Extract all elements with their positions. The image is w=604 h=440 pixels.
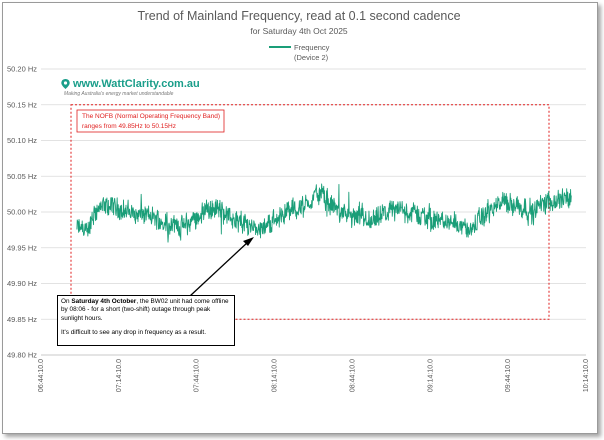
- y-tick-label: 49.80 Hz: [7, 351, 37, 360]
- x-axis: 06:44:10.0 07:14:10.0 07:44:10.0 08:14:10.0…: [38, 359, 590, 392]
- annotation-box: On Saturday 4th October, the BW02 unit h…: [57, 295, 235, 346]
- x-tick-label: 08:44:10.0: [349, 359, 356, 392]
- chart-title: Trend of Mainland Frequency, read at 0.1…: [137, 9, 460, 23]
- legend-label-device: (Device 2): [294, 53, 329, 62]
- y-tick-label: 50.20 Hz: [7, 65, 37, 74]
- annotation-bold-date: Saturday 4th October: [71, 298, 137, 305]
- y-tick-label: 49.95 Hz: [7, 243, 37, 252]
- x-tick-label: 10:14:10.0: [583, 359, 590, 392]
- logo-tagline: Making Australia's energy market underst…: [64, 91, 174, 97]
- x-tick-label: 09:14:10.0: [427, 359, 434, 392]
- band-note-line2: ranges from 49.85Hz to 50.15Hz: [82, 123, 176, 130]
- annotation-paragraph-2: It's difficult to see any drop in freque…: [61, 329, 206, 337]
- logo-text: www.WattClarity.com.au: [73, 78, 200, 90]
- band-note-box: [76, 109, 225, 133]
- y-tick-label: 50.00 Hz: [7, 208, 37, 217]
- chart-subtitle: for Saturday 4th Oct 2025: [250, 26, 348, 36]
- frequency-line: [76, 183, 572, 243]
- x-tick-label: 09:44:10.0: [505, 359, 512, 392]
- nofb-band-rect: [70, 104, 550, 320]
- x-tick-label: 06:44:10.0: [38, 359, 45, 392]
- legend: Frequency (Device 2): [269, 43, 330, 62]
- y-tick-label: 49.90 Hz: [7, 279, 37, 288]
- location-pin-icon: [61, 79, 70, 89]
- x-tick-label: 07:44:10.0: [194, 359, 201, 392]
- legend-label: Frequency: [294, 43, 330, 52]
- chart-frame: [2, 2, 598, 434]
- band-note-line1: The NOFB (Normal Operating Frequency Ban…: [82, 113, 220, 120]
- annotation-arrow: [189, 237, 254, 297]
- nofb-band: [70, 104, 550, 320]
- x-tick-label: 07:14:10.0: [116, 359, 123, 392]
- y-tick-label: 50.05 Hz: [7, 172, 37, 181]
- annotation-paragraph-1: On Saturday 4th October, the BW02 unit h…: [61, 298, 229, 322]
- y-tick-label: 50.10 Hz: [7, 136, 37, 145]
- series-frequency: [76, 183, 572, 243]
- y-tick-label: 49.85 Hz: [7, 315, 37, 324]
- y-axis: 50.20 Hz 50.15 Hz 50.10 Hz 50.05 Hz 50.00 Hz…: [7, 65, 37, 360]
- y-tick-label: 50.15 Hz: [7, 100, 37, 109]
- x-tick-label: 08:14:10.0: [272, 359, 279, 392]
